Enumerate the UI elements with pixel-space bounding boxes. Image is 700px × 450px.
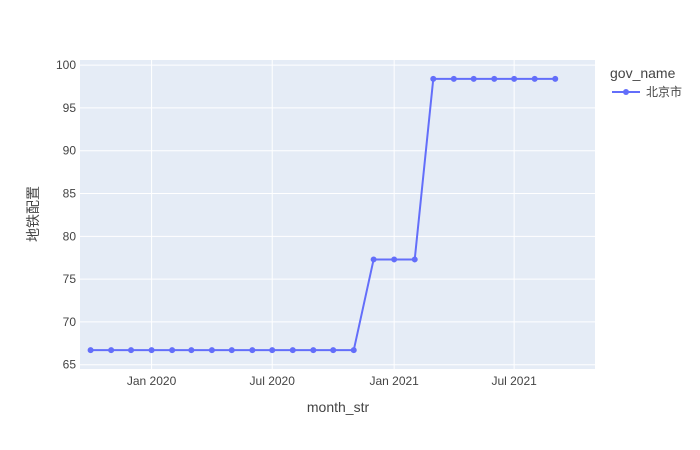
data-point[interactable]	[430, 75, 437, 82]
data-point[interactable]	[531, 75, 538, 82]
y-tick-label: 100	[56, 58, 76, 72]
data-point[interactable]	[108, 347, 115, 354]
data-point[interactable]	[249, 347, 256, 354]
y-axis-title: 地铁配置	[25, 186, 41, 242]
x-tick-label: Jul 2021	[491, 374, 537, 388]
x-gridlines	[151, 60, 515, 369]
y-tick-label: 95	[63, 101, 77, 115]
y-tick-label: 70	[63, 315, 77, 329]
data-point[interactable]	[350, 347, 357, 354]
series-layer	[87, 75, 559, 354]
y-tick-label: 65	[63, 358, 77, 372]
legend-title: gov_name	[610, 65, 676, 81]
legend-item-label[interactable]: 北京市	[646, 84, 682, 99]
data-point[interactable]	[289, 347, 296, 354]
legend-marker-icon	[623, 89, 629, 95]
x-tick-label: Jan 2020	[127, 374, 177, 388]
y-tick-label: 90	[63, 144, 77, 158]
y-tick-label: 80	[63, 229, 77, 243]
y-tick-labels: 65 70 75 80 85 90 95 100	[56, 58, 76, 372]
data-point[interactable]	[310, 347, 317, 354]
data-point[interactable]	[450, 75, 457, 82]
data-point[interactable]	[391, 256, 398, 263]
data-point[interactable]	[228, 347, 235, 354]
x-tick-labels: Jan 2020 Jul 2020 Jan 2021 Jul 2021	[127, 374, 537, 388]
legend[interactable]: gov_name 北京市	[610, 65, 682, 99]
data-point[interactable]	[511, 75, 518, 82]
data-point[interactable]	[188, 347, 195, 354]
y-tick-label: 85	[63, 187, 77, 201]
data-point[interactable]	[491, 75, 498, 82]
data-point[interactable]	[87, 347, 94, 354]
data-point[interactable]	[269, 347, 276, 354]
data-point[interactable]	[411, 256, 418, 263]
x-tick-label: Jul 2020	[250, 374, 296, 388]
y-gridlines	[80, 64, 595, 366]
data-point[interactable]	[128, 347, 135, 354]
x-axis-title: month_str	[307, 399, 370, 415]
data-point[interactable]	[370, 256, 377, 263]
data-point[interactable]	[148, 347, 155, 354]
y-tick-label: 75	[63, 272, 77, 286]
data-point[interactable]	[330, 347, 337, 354]
data-point[interactable]	[470, 75, 477, 82]
x-tick-label: Jan 2021	[369, 374, 419, 388]
data-point[interactable]	[552, 75, 559, 82]
data-point[interactable]	[208, 347, 215, 354]
data-point[interactable]	[169, 347, 176, 354]
series-line	[90, 77, 556, 352]
plot-area	[80, 60, 595, 369]
